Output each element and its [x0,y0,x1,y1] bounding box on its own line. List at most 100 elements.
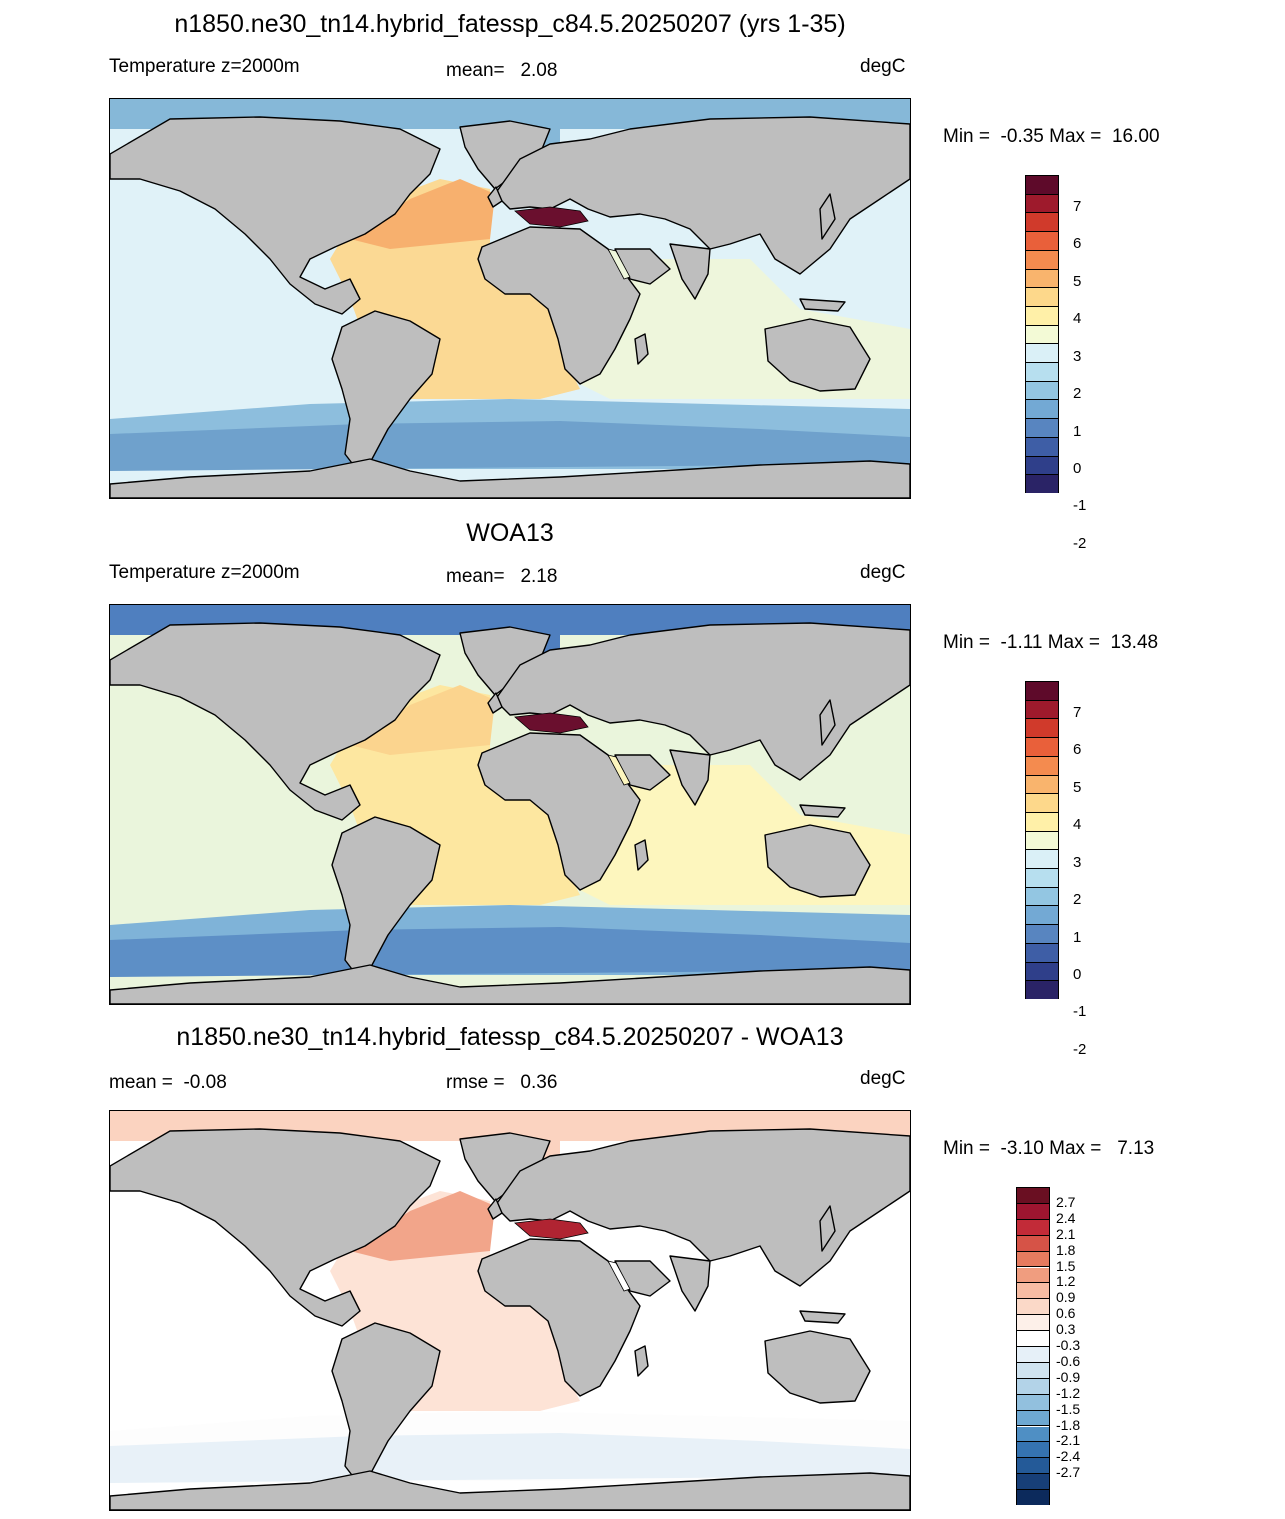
colorbar-swatch [1017,1299,1049,1316]
colorbar-swatch [1026,775,1058,795]
southern-ocean-deep [110,421,910,471]
land-newGuinea [799,1310,846,1324]
land-madagascar [634,839,649,871]
land-australia [764,824,871,898]
mean-label: mean= 2.18 [446,566,558,587]
colorbar-swatch [1026,887,1058,907]
colorbar-tick-label: -0.9 [1056,1368,1081,1385]
mean-label: mean = -0.08 [109,1072,227,1093]
colorbar-swatch [1026,269,1058,289]
colorbar-box [1016,1187,1050,1505]
colorbar-swatch [1026,962,1058,982]
colorbar-tick-label: -2.4 [1056,1448,1081,1465]
colorbar-swatch [1026,794,1058,813]
variable-label: Temperature z=2000m [109,562,300,583]
min-max-label: Min = -1.11 Max = 13.48 [943,632,1159,653]
variable-label: Temperature z=2000m [109,56,300,77]
colorbar-swatch [1026,194,1058,214]
colorbar-swatch [1026,475,1058,493]
colorbar-tick-label: 6 [1073,741,1082,759]
colorbar-tick-label: 0 [1073,965,1082,983]
colorbar-tick-label: 2.7 [1056,1193,1076,1210]
land-japan [819,1205,836,1252]
panel-title: n1850.ne30_tn14.hybrid_fatessp_c84.5.202… [174,10,846,38]
colorbar-tick-label: 3 [1073,347,1082,365]
colorbar-swatch [1017,1283,1049,1300]
panel-title: n1850.ne30_tn14.hybrid_fatessp_c84.5.202… [176,1023,844,1051]
colorbar-tick-label: 7 [1073,704,1082,722]
world-map [109,98,911,499]
colorbar-tick-label: 3 [1073,853,1082,871]
colorbar-tick-label: 2.1 [1056,1225,1076,1242]
colorbar-swatch [1026,869,1058,888]
colorbar-box [1025,175,1059,493]
colorbar-swatch [1026,812,1058,832]
red-sea-field [607,754,631,786]
colorbar-swatch [1017,1219,1049,1236]
colorbar-tick-label: 4 [1073,310,1082,328]
land-india [669,1255,711,1312]
north-atlantic-field [350,1191,495,1261]
units-label: degC [860,56,906,77]
colorbar-swatch [1026,456,1058,476]
colorbar-swatch [1017,1362,1049,1379]
colorbar-swatch [1017,1347,1049,1363]
colorbar-swatch [1017,1235,1049,1252]
land-madagascar [634,333,649,365]
colorbar-tick-label: 0 [1073,459,1082,477]
colorbar-tick-label: 1.8 [1056,1241,1076,1258]
colorbar-tick-label: 2 [1073,891,1082,909]
colorbar-swatch [1026,232,1058,251]
north-atlantic-field [350,179,495,249]
colorbar-tick-label: 4 [1073,816,1082,834]
colorbar-swatch [1026,719,1058,739]
colorbar-swatch [1026,437,1058,457]
red-sea-field [607,248,631,280]
colorbar-tick-label: -1 [1073,1003,1087,1021]
north-atlantic-field [350,685,495,755]
colorbar-swatch [1026,325,1058,345]
colorbar-tick-label: -1.2 [1056,1384,1081,1401]
land-india [669,243,711,300]
units-label: degC [860,562,906,583]
colorbar-box [1025,681,1059,999]
land-antarctica [110,458,910,498]
land-uk [487,1198,503,1220]
colorbar-tick-label: -0.3 [1056,1337,1081,1353]
map-field [110,99,910,498]
world-map [109,604,911,1005]
mediterranean-field [514,206,589,228]
map-field [110,605,910,1004]
land-india [669,749,711,806]
min-max-label: Min = -3.10 Max = 7.13 [943,1138,1155,1159]
mediterranean-field [514,712,589,734]
land-japan [819,699,836,746]
colorbar-swatch [1026,943,1058,963]
land-antarctica [110,1470,910,1510]
colorbar-swatch [1017,1378,1049,1395]
southern-ocean-deep [110,1433,910,1483]
min-max-label: Min = -0.35 Max = 16.00 [943,126,1160,147]
colorbar-swatch [1026,831,1058,851]
colorbar-swatch [1026,363,1058,382]
land-africa [477,1238,641,1397]
land-northAmerica [110,1128,441,1327]
land-eurasia [494,622,910,781]
colorbar-swatch [1026,981,1058,999]
colorbar-swatch [1026,738,1058,757]
colorbar-tick-label: -0.6 [1056,1352,1081,1369]
colorbar-swatch [1026,344,1058,364]
colorbar-tick-label: -2.1 [1056,1432,1081,1449]
colorbar-swatch [1017,1474,1049,1491]
colorbar-swatch [1026,850,1058,870]
colorbar-swatch [1026,250,1058,270]
colorbar-swatch [1026,306,1058,326]
land-newGuinea [799,298,846,312]
land-australia [764,318,871,392]
colorbar-swatch [1017,1267,1049,1284]
colorbar-swatch [1026,906,1058,926]
colorbar-tick-label: -2 [1073,1040,1087,1058]
panel-title: WOA13 [466,519,554,547]
colorbar-tick-label: 1.2 [1056,1273,1076,1290]
colorbar-tick-label: 1 [1073,928,1082,946]
